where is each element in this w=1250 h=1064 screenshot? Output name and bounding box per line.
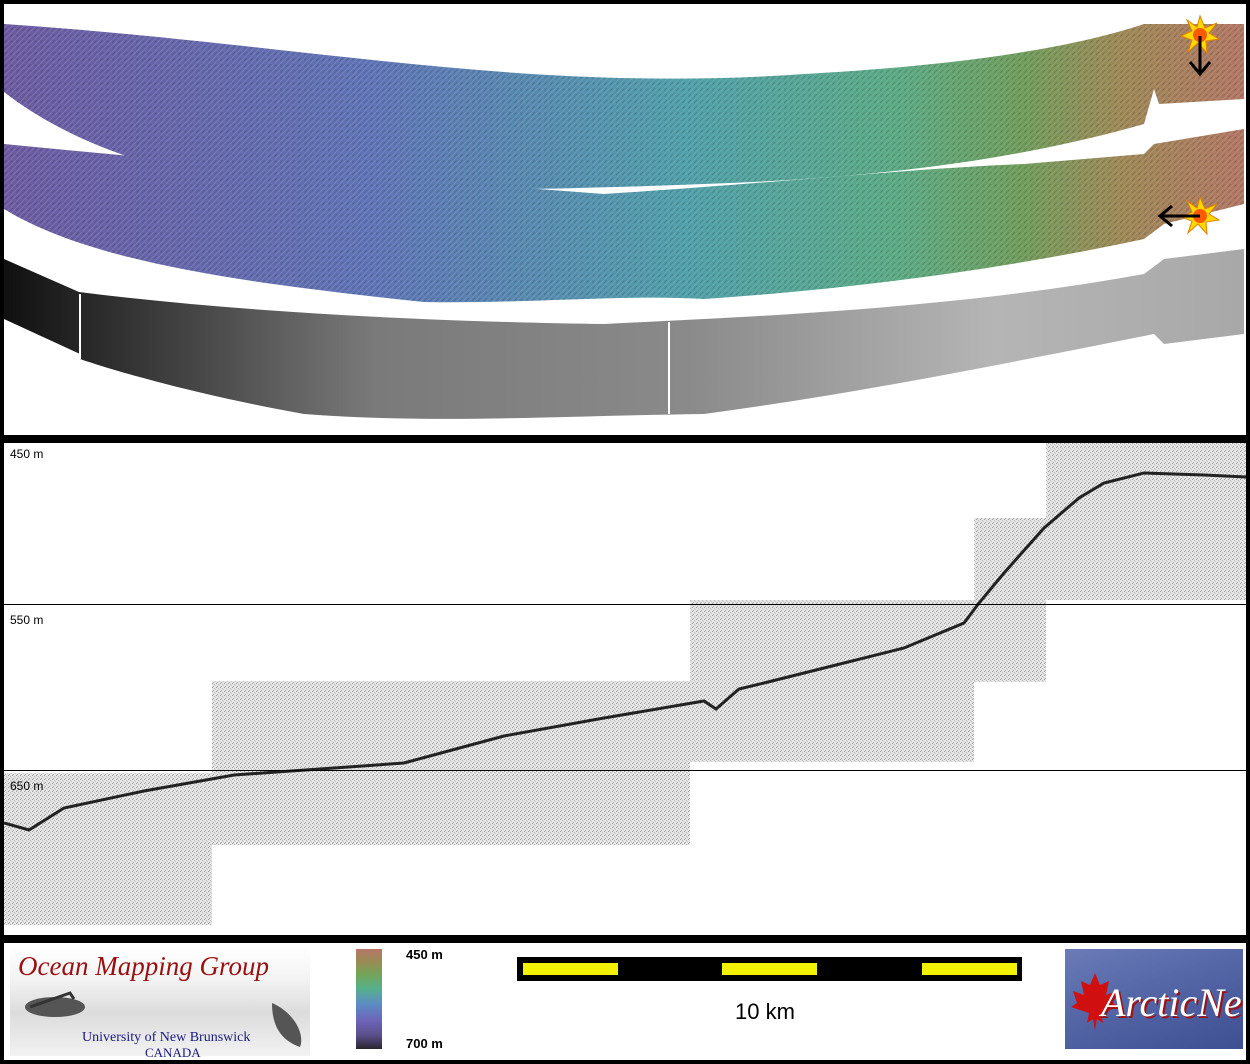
legend-top-label: 450 m	[406, 947, 443, 962]
arrow-left-icon	[1157, 204, 1200, 228]
ocean-mapping-group-logo: Ocean Mapping Group University of New Br…	[10, 947, 310, 1060]
footer-panel: Ocean Mapping Group University of New Br…	[4, 943, 1246, 1060]
profile-segment	[974, 518, 1046, 682]
seafloor-icon	[25, 991, 302, 1047]
profile-segment	[212, 681, 690, 845]
profile-svg	[4, 443, 1246, 925]
org-title: Ocean Mapping Group	[18, 951, 269, 981]
swath-panel	[4, 4, 1246, 435]
depth-label-550: 550 m	[10, 613, 44, 627]
depth-gridline	[4, 770, 1246, 771]
depth-label-450: 450 m	[10, 447, 44, 461]
partner-name: ArcticNet	[1101, 980, 1246, 1025]
swath-svg	[4, 14, 1244, 419]
sun-icon	[1179, 14, 1221, 55]
profile-panel: 450 m 550 m 650 m	[4, 443, 1246, 935]
scale-bar-segment	[523, 963, 618, 975]
scale-bar-segment	[922, 963, 1017, 975]
legend-bottom-label: 700 m	[406, 1036, 443, 1051]
maple-leaf-icon	[1071, 973, 1119, 1031]
seafloor-reflector	[4, 471, 1246, 832]
scale-label: 10 km	[735, 999, 795, 1024]
university-name: University of New Brunswick	[82, 1030, 251, 1045]
depth-gridline	[4, 604, 1246, 605]
arcticnet-logo: ArcticNet	[1065, 949, 1246, 1049]
scale-bar	[517, 957, 1022, 981]
scale-bar-segment	[722, 963, 817, 975]
sidescan-swath	[4, 249, 1244, 419]
profile-segment	[1046, 443, 1246, 600]
profile-segment	[690, 600, 974, 762]
depth-label-650: 650 m	[10, 779, 44, 793]
depth-color-legend	[356, 949, 382, 1049]
arrow-down-icon	[1188, 36, 1212, 77]
profile-segment	[4, 773, 212, 925]
country-name: CANADA	[145, 1045, 201, 1060]
